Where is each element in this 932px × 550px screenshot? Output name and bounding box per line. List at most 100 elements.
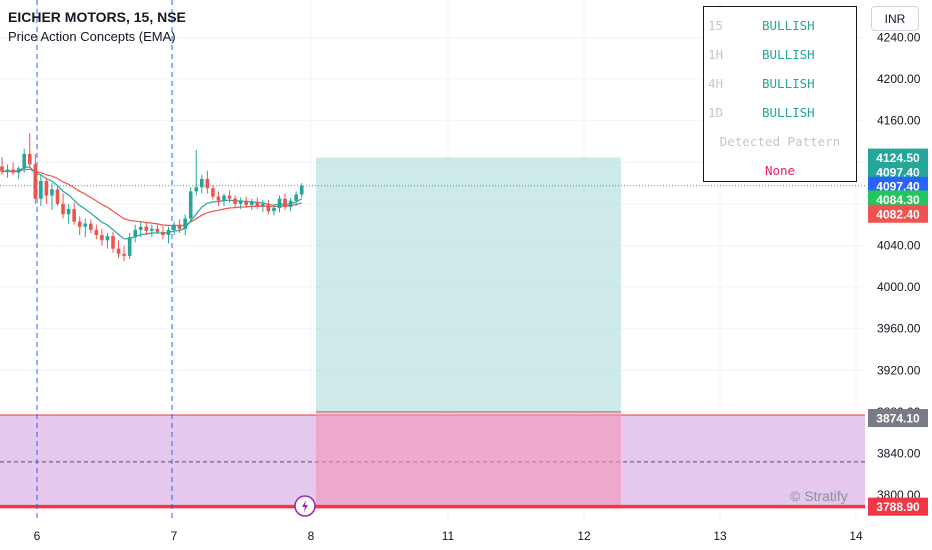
- trend-row: 1H BULLISH: [704, 47, 856, 67]
- trend-status: BULLISH: [762, 47, 815, 62]
- candle-body: [233, 198, 237, 204]
- price-label-text: 4097.40: [876, 165, 920, 179]
- candle-body: [222, 195, 226, 201]
- price-labels: 4124.504097.404097.404084.304082.403874.…: [868, 148, 928, 516]
- time-tick-label: 6: [34, 529, 41, 543]
- candle-body: [5, 169, 10, 172]
- candle: [11, 162, 15, 175]
- candle: [16, 166, 21, 179]
- price-label: 4097.40: [868, 162, 928, 181]
- candle: [94, 224, 99, 240]
- candle: [277, 195, 282, 213]
- candle: [0, 157, 4, 175]
- price-label-bg: [868, 162, 928, 181]
- candle-body: [94, 229, 99, 236]
- trend-status: BULLISH: [762, 18, 815, 33]
- candle: [261, 199, 265, 213]
- candle: [33, 153, 38, 204]
- price-axis[interactable]: 3800.003840.003880.003920.003960.004000.…: [877, 30, 921, 502]
- price-label-text: 4097.40: [876, 179, 920, 193]
- price-label: 4084.30: [868, 190, 928, 209]
- candle-body: [105, 236, 110, 241]
- price-tick-label: 3840.00: [877, 447, 921, 461]
- candle: [183, 214, 187, 236]
- candle: [44, 177, 49, 204]
- time-tick-label: 7: [171, 529, 178, 543]
- candle-body: [16, 168, 21, 173]
- candle-body: [138, 226, 143, 230]
- currency-button[interactable]: INR: [871, 6, 919, 31]
- candle: [249, 198, 254, 211]
- price-label: 4082.40: [868, 204, 928, 223]
- candle-body: [111, 236, 115, 249]
- price-label: 3788.90: [868, 497, 928, 516]
- candle: [299, 183, 304, 198]
- candle: [194, 149, 199, 196]
- pattern-value: None: [764, 163, 796, 178]
- candle-body: [188, 191, 193, 219]
- price-label-text: 3874.10: [876, 412, 920, 426]
- time-tick-label: 12: [577, 529, 591, 543]
- candle-body: [266, 203, 271, 212]
- candle-body: [89, 223, 93, 230]
- candle: [127, 232, 132, 259]
- candle-body: [227, 195, 232, 199]
- price-tick-label: 4040.00: [877, 238, 921, 252]
- candle-body: [283, 198, 287, 207]
- candle: [66, 203, 71, 224]
- candles-layer: [0, 133, 304, 262]
- candle: [89, 219, 93, 233]
- candle: [105, 232, 110, 249]
- symbol-title[interactable]: EICHER MOTORS, 15, NSE: [8, 9, 186, 25]
- candle-body: [299, 185, 304, 195]
- candle: [161, 226, 165, 240]
- timeframe-label: 15: [708, 18, 724, 33]
- trend-row: 4H BULLISH: [704, 76, 856, 96]
- zones-layer: [0, 157, 865, 509]
- candle-body: [200, 178, 204, 188]
- candle-body: [150, 228, 154, 231]
- candle: [77, 216, 82, 236]
- time-tick-label: 8: [308, 529, 315, 543]
- candle-body: [288, 200, 293, 207]
- trend-row: 15 BULLISH: [704, 18, 856, 38]
- candle-body: [66, 209, 71, 215]
- candle-body: [255, 201, 260, 206]
- candle-body: [11, 169, 15, 173]
- price-label-text: 4082.40: [876, 207, 920, 221]
- candle-body: [161, 231, 165, 236]
- price-tick-label: 4160.00: [877, 114, 921, 128]
- alert-icon[interactable]: [294, 495, 316, 517]
- price-tick-label: 4240.00: [877, 30, 921, 44]
- candle: [133, 224, 137, 243]
- timeframe-label: 1H: [708, 47, 724, 62]
- candle-body: [116, 248, 121, 254]
- candle: [294, 191, 298, 206]
- candle-body: [144, 226, 149, 231]
- candle: [233, 195, 237, 207]
- candle: [272, 204, 276, 216]
- candle: [283, 193, 287, 211]
- candle: [211, 185, 215, 200]
- time-tick-label: 11: [442, 529, 455, 543]
- candle: [22, 148, 26, 173]
- candle-body: [155, 228, 160, 232]
- candle: [288, 197, 293, 212]
- trend-status: BULLISH: [762, 105, 815, 120]
- candle: [266, 199, 271, 215]
- price-tick-label: 3920.00: [877, 363, 921, 377]
- time-axis[interactable]: 6 7 8 11 12 13 14: [34, 529, 863, 543]
- indicator-name[interactable]: Price Action Concepts (EMA): [8, 29, 176, 44]
- candle-body: [33, 164, 38, 199]
- candle-body: [22, 153, 26, 169]
- candle-body: [244, 200, 248, 205]
- candle-body: [216, 196, 221, 201]
- candle-body: [100, 235, 104, 241]
- price-label-bg: [868, 497, 928, 516]
- candle: [205, 170, 210, 194]
- price-label-bg: [868, 204, 928, 223]
- candle-body: [211, 188, 215, 197]
- ema-slow-line: [1, 168, 302, 227]
- price-label-bg: [868, 176, 928, 195]
